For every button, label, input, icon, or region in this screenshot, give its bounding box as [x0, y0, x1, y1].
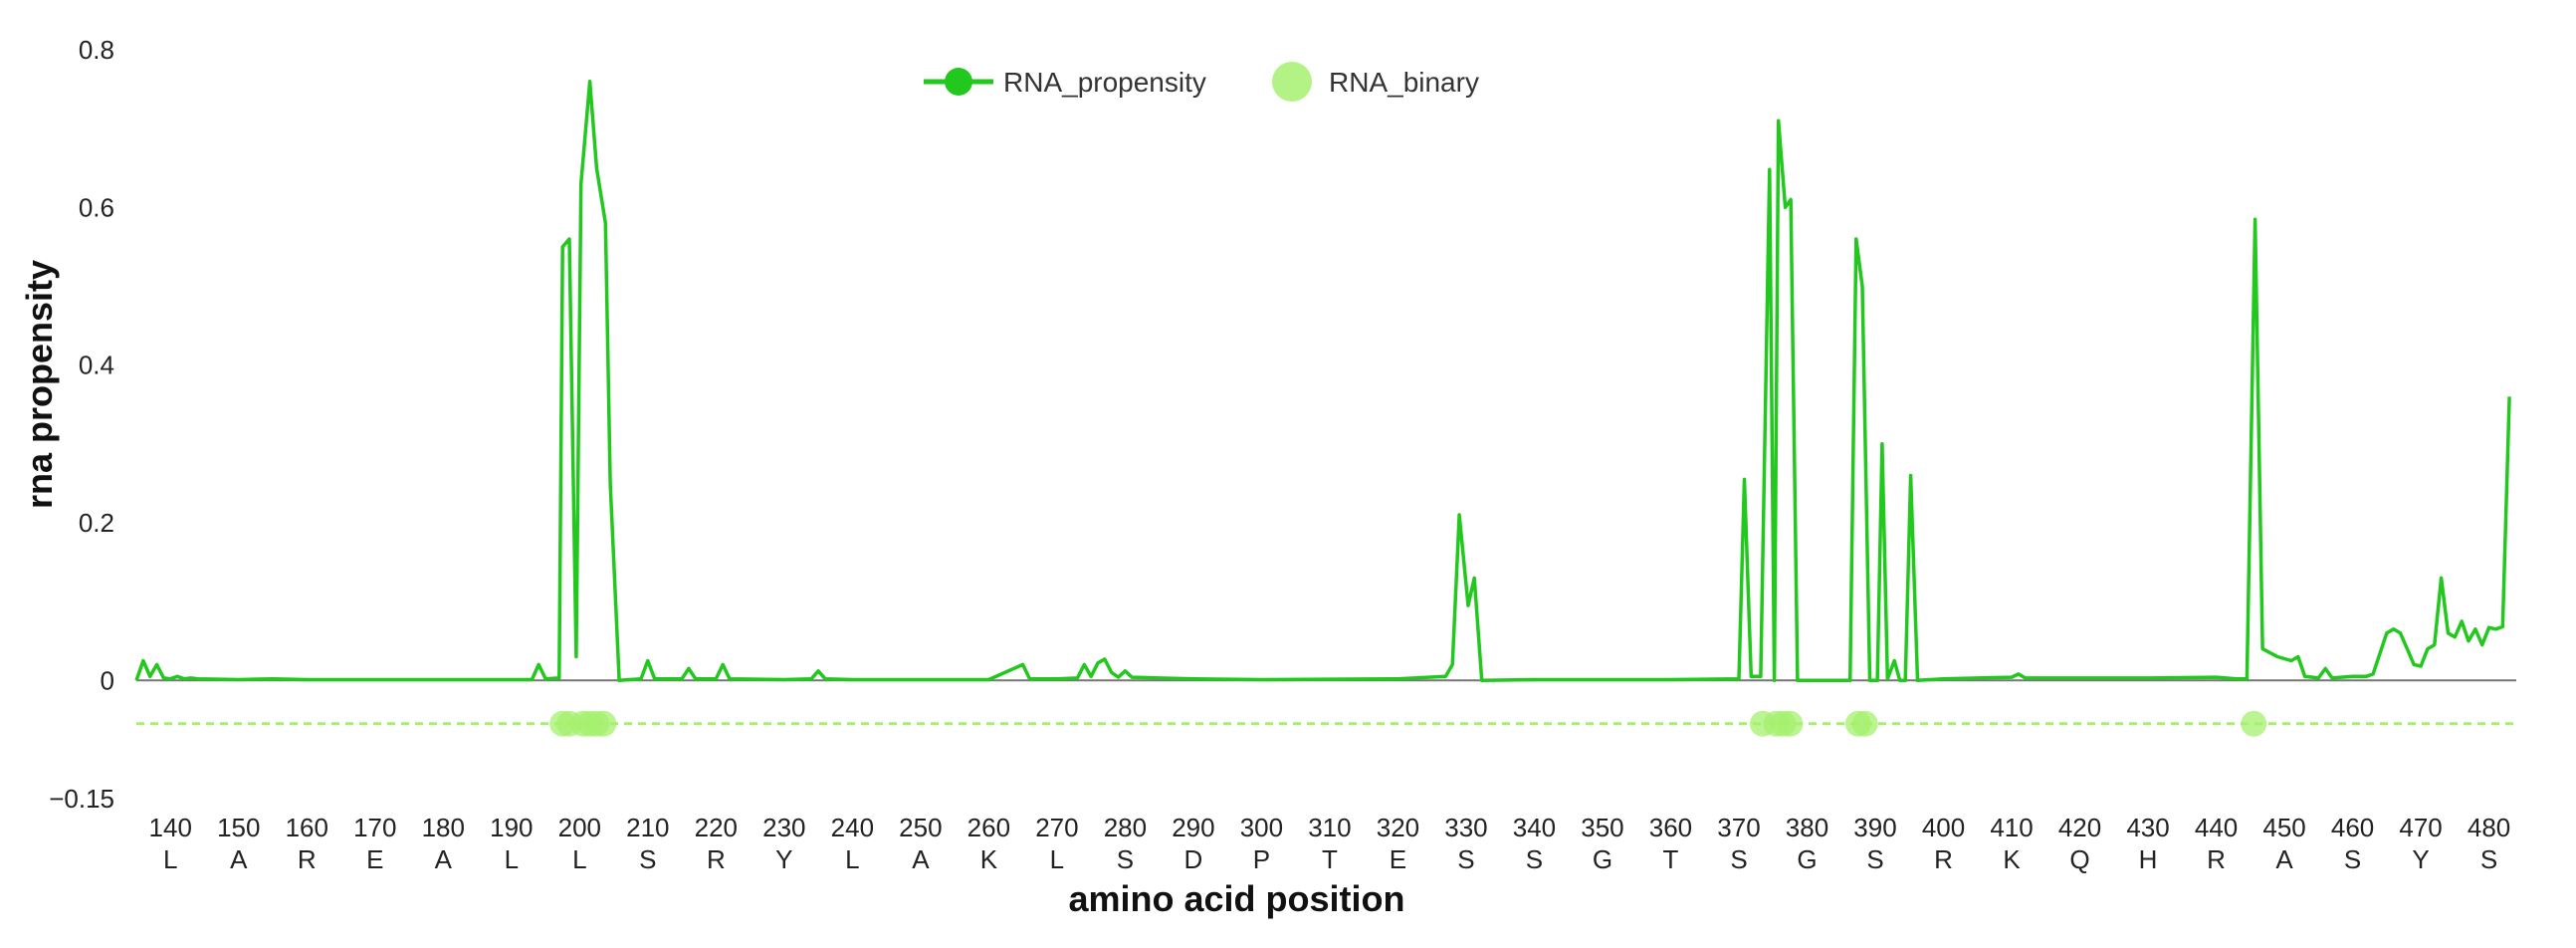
x-tick-label: 190	[490, 813, 533, 842]
x-tick-label: 310	[1308, 813, 1351, 842]
x-tick-residue: D	[1184, 844, 1203, 874]
x-tick-residue: S	[1526, 844, 1543, 874]
x-tick-label: 400	[1922, 813, 1965, 842]
x-tick-label: 290	[1172, 813, 1214, 842]
x-tick-label: 260	[967, 813, 1010, 842]
binary-point	[1851, 710, 1878, 737]
x-tick-label: 440	[2195, 813, 2238, 842]
x-tick-label: 410	[1990, 813, 2033, 842]
x-tick-label: 360	[1649, 813, 1692, 842]
x-tick-residue: R	[707, 844, 726, 874]
x-tick-residue: L	[163, 844, 177, 874]
x-tick-label: 280	[1104, 813, 1147, 842]
x-tick-label: 250	[899, 813, 942, 842]
x-tick-label: 430	[2126, 813, 2169, 842]
x-tick-label: 420	[2058, 813, 2101, 842]
x-tick-residue: S	[2344, 844, 2361, 874]
x-tick-residue: A	[435, 844, 453, 874]
y-tick-label: 0.6	[79, 192, 114, 222]
x-tick-residue: S	[2480, 844, 2497, 874]
binary-dots	[549, 710, 2267, 737]
legend: RNA_propensity RNA_binary	[924, 62, 1479, 102]
x-tick-label: 240	[831, 813, 874, 842]
x-tick-label: 460	[2331, 813, 2374, 842]
x-tick-label: 220	[695, 813, 738, 842]
x-tick-residue: S	[1866, 844, 1883, 874]
series-rna-propensity-line	[134, 79, 2511, 683]
x-tick-residue: Q	[2069, 844, 2089, 874]
x-tick-residue: L	[505, 844, 519, 874]
x-tick-residue: A	[912, 844, 930, 874]
legend-line-dot	[945, 68, 972, 96]
x-tick-residue: R	[298, 844, 317, 874]
x-tick-residue: Y	[775, 844, 792, 874]
y-tick-label: −0.15	[49, 784, 114, 814]
x-axis: 140L150A160R170E180A190L200L210S220R230Y…	[149, 813, 2511, 874]
legend-binary-dot	[1272, 62, 1312, 102]
y-tick-label: 0.4	[79, 351, 114, 380]
x-tick-label: 270	[1035, 813, 1078, 842]
x-tick-residue: G	[1797, 844, 1817, 874]
x-tick-residue: L	[572, 844, 586, 874]
x-tick-label: 150	[217, 813, 260, 842]
x-tick-residue: P	[1253, 844, 1270, 874]
x-tick-label: 140	[149, 813, 192, 842]
x-tick-residue: K	[980, 844, 998, 874]
x-tick-label: 340	[1513, 813, 1556, 842]
binary-point	[590, 710, 617, 737]
y-axis: 0.8 0.6 0.4 0.2 0 −0.15	[49, 35, 114, 814]
legend-label-rna-propensity: RNA_propensity	[1003, 67, 1206, 98]
x-tick-label: 390	[1853, 813, 1896, 842]
x-tick-residue: T	[1322, 844, 1338, 874]
x-tick-label: 200	[558, 813, 601, 842]
x-tick-residue: S	[1730, 844, 1747, 874]
x-tick-residue: K	[2003, 844, 2021, 874]
x-axis-title: amino acid position	[1068, 878, 1404, 919]
x-tick-residue: G	[1593, 844, 1612, 874]
x-tick-residue: S	[1117, 844, 1134, 874]
binary-point	[1777, 710, 1804, 737]
x-tick-residue: E	[1390, 844, 1406, 874]
x-tick-residue: T	[1663, 844, 1679, 874]
x-tick-label: 210	[626, 813, 669, 842]
legend-label-rna-binary: RNA_binary	[1329, 67, 1479, 98]
x-tick-label: 350	[1581, 813, 1623, 842]
x-tick-residue: R	[2207, 844, 2226, 874]
x-tick-residue: A	[230, 844, 248, 874]
x-tick-residue: H	[2139, 844, 2158, 874]
x-tick-residue: R	[1934, 844, 1953, 874]
x-tick-label: 180	[422, 813, 465, 842]
x-tick-label: 380	[1786, 813, 1828, 842]
x-tick-label: 330	[1444, 813, 1487, 842]
x-tick-label: 230	[762, 813, 805, 842]
x-tick-residue: S	[639, 844, 656, 874]
y-tick-label: 0.2	[79, 508, 114, 538]
x-tick-residue: L	[845, 844, 859, 874]
y-axis-title: rna propensity	[19, 260, 60, 509]
x-tick-label: 300	[1240, 813, 1283, 842]
x-tick-residue: A	[2275, 844, 2293, 874]
x-tick-label: 450	[2262, 813, 2305, 842]
x-tick-residue: E	[366, 844, 383, 874]
binary-point	[2241, 710, 2267, 737]
x-tick-label: 170	[353, 813, 396, 842]
x-tick-label: 370	[1717, 813, 1760, 842]
x-tick-label: 320	[1377, 813, 1419, 842]
x-tick-label: 470	[2399, 813, 2442, 842]
x-tick-label: 480	[2468, 813, 2510, 842]
y-tick-label: 0.8	[79, 35, 114, 65]
x-tick-residue: S	[1457, 844, 1474, 874]
x-tick-residue: Y	[2412, 844, 2429, 874]
y-tick-label: 0	[101, 665, 114, 695]
x-tick-label: 160	[286, 813, 328, 842]
x-tick-residue: L	[1050, 844, 1064, 874]
